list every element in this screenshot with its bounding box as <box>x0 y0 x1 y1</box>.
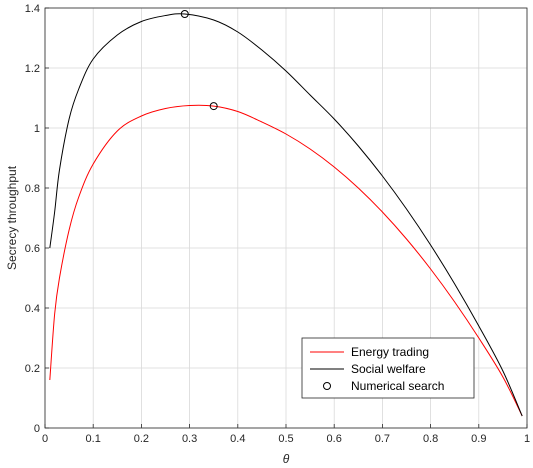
x-tick-label: 0.7 <box>375 433 390 445</box>
energy-trading-line <box>49 104 523 417</box>
y-tick-label: 1.2 <box>25 63 40 75</box>
series-lines <box>49 13 523 417</box>
x-axis-label: θ <box>283 452 290 466</box>
x-tick-label: 0 <box>42 433 48 445</box>
legend-label-social-welfare: Social welfare <box>351 362 426 376</box>
y-tick-label: 0.8 <box>25 183 40 195</box>
y-tick-label: 0.4 <box>25 303 40 315</box>
x-tick-label: 0.4 <box>230 433 245 445</box>
grid <box>44 7 528 429</box>
y-axis-label: Secrecy throughput <box>5 165 19 270</box>
x-tick-labels: 0 0.1 0.2 0.3 0.4 0.5 0.6 0.7 0.8 0.9 1 <box>42 433 530 445</box>
x-tick-label: 0.8 <box>423 433 438 445</box>
x-tick-label: 0.6 <box>327 433 342 445</box>
legend-box <box>301 337 475 399</box>
legend-label-numerical-search: Numerical search <box>351 379 444 393</box>
y-tick-label: 1.4 <box>25 3 40 15</box>
x-tick-label: 0.1 <box>86 433 101 445</box>
legend-label-energy-trading: Energy trading <box>351 345 429 359</box>
legend: Energy trading Social welfare Numerical … <box>301 337 475 399</box>
x-tick-label: 0.5 <box>278 433 293 445</box>
legend-marker-numerical-search <box>323 382 331 390</box>
numerical-search-marker <box>209 102 218 111</box>
x-tick-label: 0.3 <box>182 433 197 445</box>
numerical-search-marker <box>180 10 189 18</box>
y-tick-labels: 0 0.2 0.4 0.6 0.8 1 1.2 1.4 <box>25 3 40 435</box>
plot-frame <box>44 7 528 429</box>
y-tick-label: 0.6 <box>25 243 40 255</box>
social-welfare-line <box>49 13 523 417</box>
x-tick-label: 1 <box>524 433 530 445</box>
numerical-search-markers <box>180 10 218 111</box>
x-tick-label: 0.2 <box>134 433 149 445</box>
x-tick-label: 0.9 <box>471 433 486 445</box>
y-tick-label: 0 <box>34 423 40 435</box>
y-tick-label: 1 <box>34 123 40 135</box>
y-tick-label: 0.2 <box>25 363 40 375</box>
